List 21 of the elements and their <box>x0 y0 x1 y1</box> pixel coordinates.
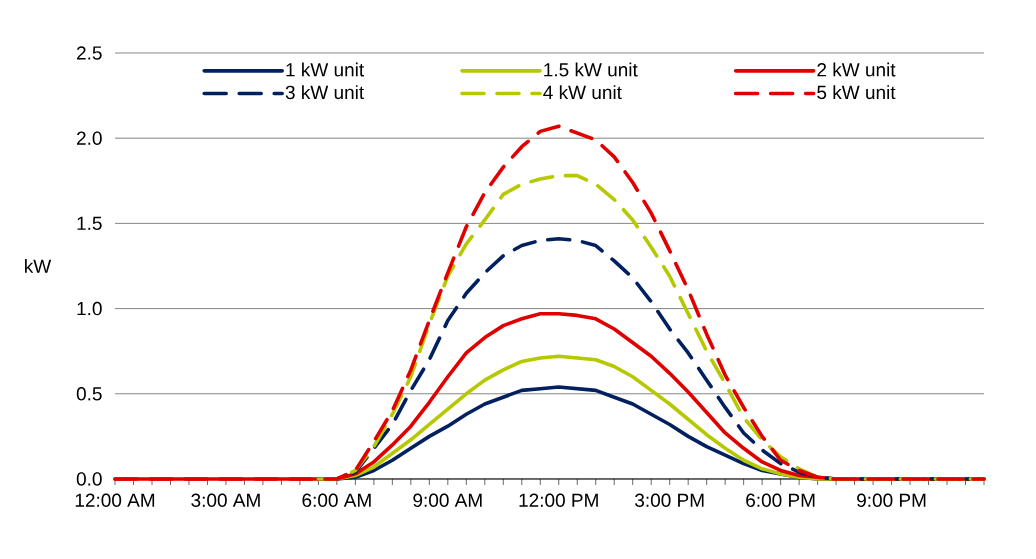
y-tick-label: 1.5 <box>77 216 102 231</box>
x-tick-label: 3:00 PM <box>635 493 704 507</box>
x-tick-label: 3:00 AM <box>191 493 260 507</box>
x-tick-label: 6:00 AM <box>302 493 371 507</box>
x-tick-label: 12:00 AM <box>75 493 155 507</box>
legend-label: 5 kW unit <box>817 85 896 100</box>
y-tick-label: 2.0 <box>77 131 102 145</box>
legend-label: 2 kW unit <box>817 62 896 77</box>
x-tick-label: 9:00 AM <box>413 493 482 507</box>
legend-label: 4 kW unit <box>543 85 622 100</box>
y-axis-title: kW <box>25 259 52 273</box>
y-tick-label: 1.0 <box>77 301 102 316</box>
x-tick-label: 12:00 PM <box>519 493 598 507</box>
x-tick-label: 6:00 PM <box>746 493 815 507</box>
y-tick-label: 2.5 <box>77 46 102 60</box>
y-tick-label: 0.5 <box>76 387 102 401</box>
legend-label: 1.5 kW unit <box>544 62 638 77</box>
legend-label: 1 kW unit <box>286 62 365 77</box>
x-tick-label: 9:00 PM <box>857 493 926 507</box>
legend-label: 3 kW unit <box>285 85 365 100</box>
y-tick-label: 0.0 <box>76 472 102 486</box>
